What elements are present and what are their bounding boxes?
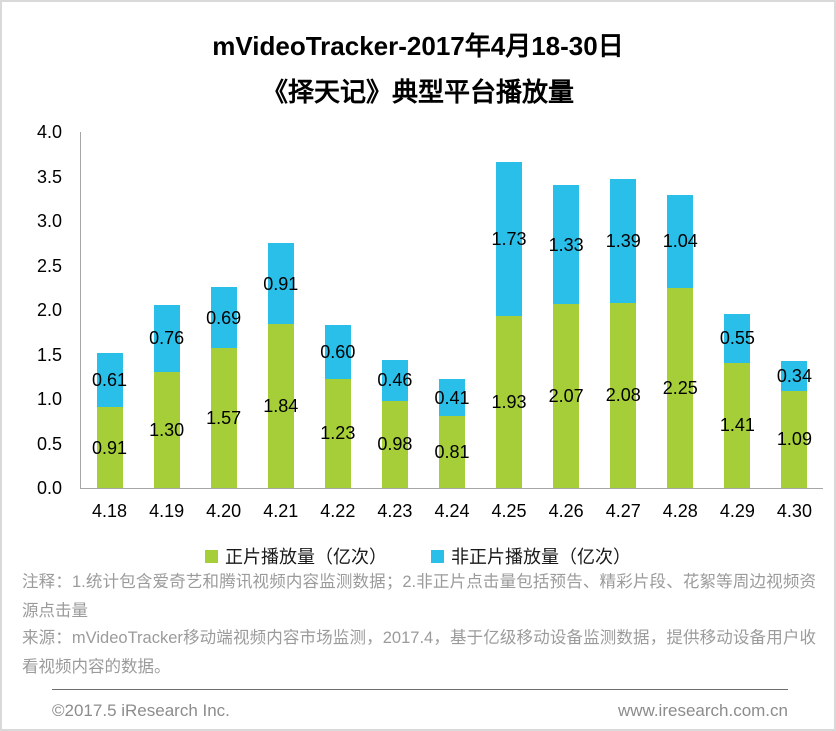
value-label-main-4.23: 0.98 bbox=[377, 434, 413, 455]
value-label-main-4.24: 0.81 bbox=[434, 441, 470, 462]
x-axis-tick-label: 4.26 bbox=[548, 501, 584, 521]
value-label-main-4.25: 1.93 bbox=[491, 392, 527, 413]
y-axis-tick-label: 2.0 bbox=[36, 300, 62, 320]
website-url: www.iresearch.com.cn bbox=[617, 701, 788, 720]
bar-segment-main-4.25 bbox=[496, 316, 523, 488]
x-axis-tick-label: 4.18 bbox=[92, 501, 128, 521]
bar-segment-main-4.24 bbox=[439, 415, 465, 488]
bar-segment-main-4.27 bbox=[610, 302, 637, 488]
value-label-main-4.22: 1.23 bbox=[320, 423, 356, 444]
bar-segment-nonmain-4.27 bbox=[610, 179, 637, 303]
bar-segment-main-4.23 bbox=[381, 400, 408, 488]
y-axis-tick-label: 2.5 bbox=[36, 255, 62, 276]
y-axis-tick-label: 0.0 bbox=[36, 478, 62, 498]
plot-area: 0.91 0.61 4.18 1.30 0.76 4.19 1.57 0.69 4.20 1.84… bbox=[80, 132, 823, 521]
y-axis-tick-label: 4.0 bbox=[36, 122, 62, 142]
bar-segment-main-4.21 bbox=[267, 324, 294, 488]
chart-legend: 正片播放量（亿次） 非正片播放量（亿次） bbox=[2, 543, 834, 569]
value-label-nonmain-4.21: 0.91 bbox=[263, 273, 299, 294]
bar-segment-nonmain-4.21 bbox=[267, 243, 294, 325]
bar-segment-nonmain-4.29 bbox=[724, 313, 751, 363]
value-label-main-4.18: 0.91 bbox=[92, 437, 128, 458]
bar-segment-main-4.28 bbox=[667, 287, 694, 488]
copyright-text: ©2017.5 iResearch Inc. bbox=[52, 701, 230, 720]
bar-segment-main-4.20 bbox=[210, 348, 237, 488]
value-label-nonmain-4.28: 1.04 bbox=[662, 231, 698, 252]
x-axis-tick-label: 4.21 bbox=[263, 501, 299, 521]
bar-segment-nonmain-4.23 bbox=[381, 359, 408, 401]
value-label-main-4.30: 1.09 bbox=[776, 429, 812, 450]
x-axis-tick-label: 4.27 bbox=[605, 501, 641, 521]
bar-segment-main-4.19 bbox=[153, 372, 180, 488]
bar-segment-main-4.22 bbox=[324, 378, 351, 488]
value-label-nonmain-4.30: 0.34 bbox=[776, 365, 812, 386]
x-axis-tick-label: 4.20 bbox=[206, 501, 242, 521]
x-axis-tick-label: 4.23 bbox=[377, 501, 413, 521]
value-label-main-4.19: 1.30 bbox=[149, 420, 185, 441]
bar-segment-nonmain-4.19 bbox=[153, 304, 180, 373]
bar-segment-main-4.26 bbox=[553, 303, 580, 488]
bar-segment-nonmain-4.28 bbox=[667, 195, 694, 288]
y-axis-tick-label: 3.0 bbox=[36, 211, 62, 231]
value-label-nonmain-4.20: 0.69 bbox=[206, 307, 242, 328]
y-axis-tick-label: 0.5 bbox=[36, 433, 62, 454]
value-label-main-4.21: 1.84 bbox=[263, 396, 299, 417]
value-label-main-4.20: 1.57 bbox=[206, 408, 242, 429]
value-label-nonmain-4.18: 0.61 bbox=[92, 369, 128, 390]
value-label-nonmain-4.25: 1.73 bbox=[491, 229, 527, 250]
bar-segment-main-4.30 bbox=[781, 391, 808, 488]
x-axis-tick-label: 4.29 bbox=[719, 501, 755, 521]
bar-segment-nonmain-4.30 bbox=[781, 360, 808, 391]
value-label-main-4.28: 2.25 bbox=[662, 377, 698, 398]
value-label-main-4.29: 1.41 bbox=[719, 415, 755, 436]
legend-item-0: 正片播放量（亿次） bbox=[205, 543, 387, 569]
bar-segment-main-4.18 bbox=[96, 407, 123, 488]
footer-divider bbox=[52, 689, 788, 690]
value-label-nonmain-4.26: 1.33 bbox=[548, 234, 584, 255]
x-axis-tick-label: 4.30 bbox=[776, 501, 812, 521]
legend-label: 正片播放量（亿次） bbox=[225, 547, 387, 567]
bar-segment-nonmain-4.18 bbox=[96, 352, 123, 408]
value-label-main-4.26: 2.07 bbox=[548, 385, 584, 406]
bar-segment-main-4.29 bbox=[724, 362, 751, 488]
bar-segment-nonmain-4.24 bbox=[439, 379, 465, 416]
chart-title-line1: mVideoTracker-2017年4月18-30日 bbox=[212, 31, 624, 61]
bar-segment-nonmain-4.22 bbox=[324, 325, 351, 379]
legend-swatch-icon bbox=[205, 549, 218, 563]
x-axis-tick-label: 4.22 bbox=[320, 501, 356, 521]
x-axis-tick-label: 4.28 bbox=[662, 501, 698, 521]
chart-title-line2: 《择天记》典型平台播放量 bbox=[261, 77, 574, 107]
value-label-nonmain-4.22: 0.60 bbox=[320, 341, 356, 362]
source-text: 来源：mVideoTracker移动端视频内容市场监测，2017.4，基于亿级移… bbox=[22, 629, 816, 676]
y-axis: 0.0 0.5 1.0 1.5 2.0 2.5 3.0 3.5 4.0 bbox=[2, 122, 62, 498]
legend-swatch-icon bbox=[431, 549, 444, 563]
y-axis-tick-label: 1.5 bbox=[36, 344, 62, 365]
y-axis-tick-label: 3.5 bbox=[36, 166, 62, 187]
bar-segment-nonmain-4.26 bbox=[553, 185, 580, 304]
value-label-main-4.27: 2.08 bbox=[605, 385, 641, 406]
value-label-nonmain-4.24: 0.41 bbox=[434, 387, 470, 408]
x-axis-tick-label: 4.19 bbox=[149, 501, 185, 521]
bar-segment-nonmain-4.25 bbox=[496, 162, 523, 317]
bar-segment-nonmain-4.20 bbox=[210, 286, 237, 349]
legend-item-1: 非正片播放量（亿次） bbox=[431, 543, 631, 569]
value-label-nonmain-4.29: 0.55 bbox=[719, 328, 755, 349]
notes-text: 注释：1.统计包含爱奇艺和腾讯视频内容监测数据；2.非正片点击量包括预告、精彩片… bbox=[22, 573, 816, 620]
legend-label: 非正片播放量（亿次） bbox=[451, 547, 631, 567]
x-axis-tick-label: 4.24 bbox=[434, 501, 470, 521]
value-label-nonmain-4.19: 0.76 bbox=[149, 328, 185, 349]
x-axis-tick-label: 4.25 bbox=[491, 501, 527, 521]
value-label-nonmain-4.23: 0.46 bbox=[377, 370, 413, 391]
value-label-nonmain-4.27: 1.39 bbox=[605, 231, 641, 252]
y-axis-tick-label: 1.0 bbox=[36, 389, 62, 409]
